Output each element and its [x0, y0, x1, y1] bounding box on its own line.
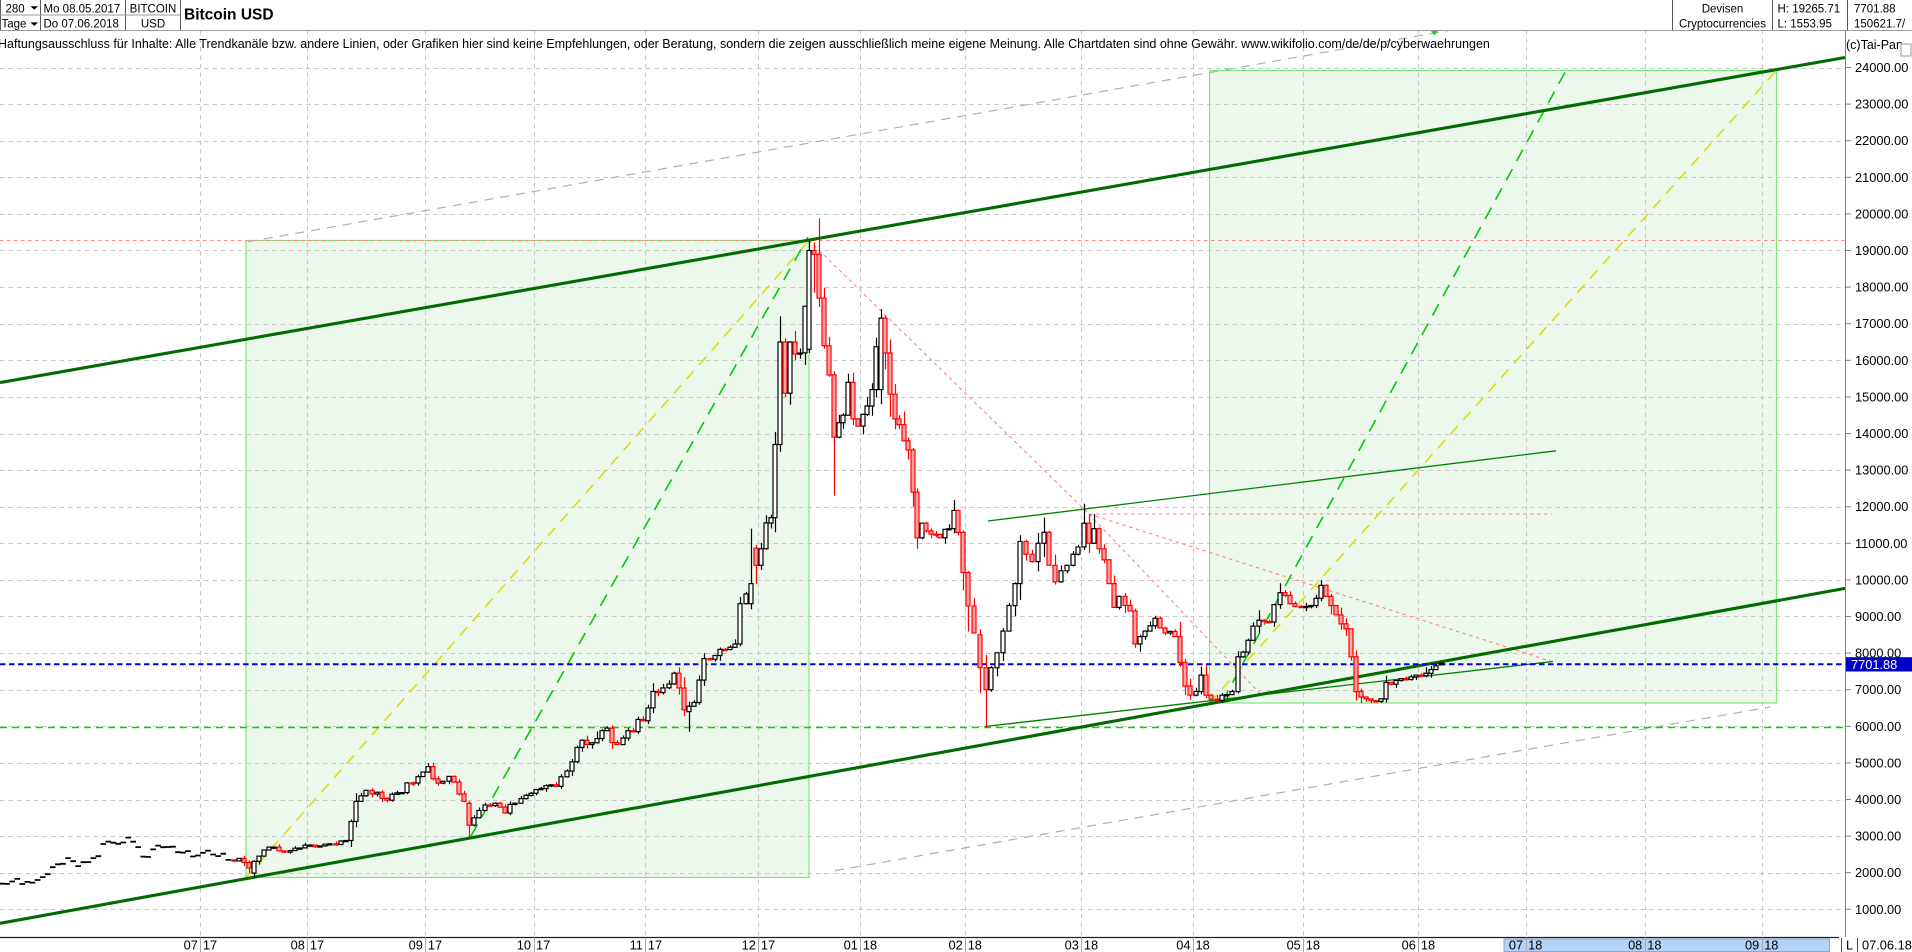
svg-text:12000.00: 12000.00: [1855, 499, 1908, 514]
svg-text:1000.00: 1000.00: [1855, 902, 1901, 917]
svg-text:17: 17: [761, 938, 775, 952]
svg-text:10: 10: [517, 938, 531, 952]
svg-text:17: 17: [536, 938, 550, 952]
svg-text:07.06.18: 07.06.18: [1862, 938, 1912, 952]
svg-text:19000.00: 19000.00: [1855, 243, 1908, 258]
svg-text:06: 06: [1402, 938, 1416, 952]
svg-text:09: 09: [409, 938, 423, 952]
svg-text:21000.00: 21000.00: [1855, 170, 1908, 185]
svg-text:18: 18: [1764, 938, 1778, 952]
svg-text:08: 08: [1628, 938, 1642, 952]
svg-text:USD: USD: [141, 19, 165, 31]
svg-text:17: 17: [310, 938, 324, 952]
svg-text:11: 11: [630, 938, 643, 952]
svg-text:7701.88: 7701.88: [1851, 657, 1897, 672]
svg-text:18: 18: [968, 938, 982, 952]
svg-text:10000.00: 10000.00: [1855, 572, 1908, 587]
svg-text:23000.00: 23000.00: [1855, 97, 1908, 112]
svg-text:24000.00: 24000.00: [1855, 60, 1908, 75]
svg-text:09: 09: [1745, 938, 1759, 952]
svg-text:7701.88: 7701.88: [1854, 3, 1896, 15]
svg-text:9000.00: 9000.00: [1855, 609, 1901, 624]
svg-text:Tage: Tage: [2, 19, 27, 31]
svg-text:17: 17: [648, 938, 662, 952]
svg-text:Devisen: Devisen: [1702, 3, 1744, 15]
svg-text:16000.00: 16000.00: [1855, 353, 1908, 368]
svg-text:Cryptocurrencies: Cryptocurrencies: [1679, 19, 1766, 31]
svg-text:13000.00: 13000.00: [1855, 463, 1908, 478]
svg-text:Mo 08.05.2017: Mo 08.05.2017: [44, 3, 121, 15]
svg-text:18000.00: 18000.00: [1855, 280, 1908, 295]
svg-text:8000.00: 8000.00: [1855, 646, 1901, 661]
svg-text:20000.00: 20000.00: [1855, 206, 1908, 221]
svg-text:18: 18: [1084, 938, 1098, 952]
svg-text:02: 02: [948, 938, 962, 952]
svg-text:04: 04: [1176, 938, 1190, 952]
svg-text:3000.00: 3000.00: [1855, 829, 1901, 844]
svg-text:18: 18: [1306, 938, 1320, 952]
svg-text:17000.00: 17000.00: [1855, 316, 1908, 331]
svg-text:L: L: [1846, 938, 1853, 952]
svg-text:5000.00: 5000.00: [1855, 755, 1901, 770]
svg-text:07: 07: [1509, 938, 1523, 952]
svg-text:07: 07: [184, 938, 198, 952]
svg-text:L: 1553.95: L: 1553.95: [1778, 19, 1832, 31]
svg-text:18: 18: [1196, 938, 1210, 952]
svg-text:18: 18: [863, 938, 877, 952]
svg-text:12: 12: [742, 938, 756, 952]
svg-text:(c)Tai-Pan: (c)Tai-Pan: [1846, 38, 1903, 52]
svg-text:7000.00: 7000.00: [1855, 682, 1901, 697]
svg-text:BITCOIN: BITCOIN: [130, 3, 177, 15]
svg-text:18: 18: [1528, 938, 1542, 952]
svg-text:150621.7/: 150621.7/: [1854, 19, 1906, 31]
svg-text:18: 18: [1421, 938, 1435, 952]
svg-text:280: 280: [6, 3, 25, 15]
svg-text:11000.00: 11000.00: [1855, 536, 1907, 551]
svg-text:08: 08: [291, 938, 305, 952]
svg-text:01: 01: [844, 938, 858, 952]
svg-text:15000.00: 15000.00: [1855, 389, 1908, 404]
svg-text:05: 05: [1287, 938, 1301, 952]
svg-text:Haftungsausschluss für Inhalte: Haftungsausschluss für Inhalte: Alle Tre…: [0, 37, 1490, 51]
svg-text:H: 19265.71: H: 19265.71: [1778, 3, 1841, 15]
svg-text:Do 07.06.2018: Do 07.06.2018: [44, 19, 119, 31]
svg-text:17: 17: [203, 938, 217, 952]
svg-text:2000.00: 2000.00: [1855, 865, 1901, 880]
svg-text:22000.00: 22000.00: [1855, 133, 1908, 148]
svg-text:17: 17: [428, 938, 442, 952]
svg-text:4000.00: 4000.00: [1855, 792, 1901, 807]
svg-text:14000.00: 14000.00: [1855, 426, 1908, 441]
svg-text:03: 03: [1065, 938, 1079, 952]
svg-text:6000.00: 6000.00: [1855, 719, 1901, 734]
svg-text:18: 18: [1647, 938, 1661, 952]
svg-text:Bitcoin USD: Bitcoin USD: [184, 7, 274, 24]
